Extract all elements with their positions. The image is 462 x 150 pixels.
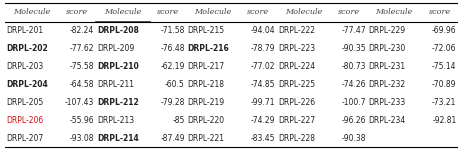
Text: -96.26: -96.26: [341, 116, 366, 125]
Text: score: score: [157, 8, 179, 16]
Text: DRPL-220: DRPL-220: [188, 116, 225, 125]
Text: -74.26: -74.26: [341, 80, 366, 89]
Text: DRPL-219: DRPL-219: [188, 98, 225, 107]
Text: -75.14: -75.14: [432, 62, 456, 71]
Text: Molecule: Molecule: [376, 8, 413, 16]
Text: -55.96: -55.96: [70, 116, 94, 125]
Text: -60.5: -60.5: [165, 80, 185, 89]
Text: DRPL-211: DRPL-211: [97, 80, 134, 89]
Text: DRPL-201: DRPL-201: [6, 26, 43, 35]
Text: score: score: [338, 8, 360, 16]
Text: DRPL-230: DRPL-230: [369, 44, 406, 53]
Text: -85: -85: [172, 116, 185, 125]
Text: DRPL-233: DRPL-233: [369, 98, 406, 107]
Text: Molecule: Molecule: [195, 8, 232, 16]
Text: DRPL-231: DRPL-231: [369, 62, 406, 71]
Text: score: score: [428, 8, 450, 16]
Text: -100.7: -100.7: [341, 98, 366, 107]
Text: Molecule: Molecule: [285, 8, 322, 16]
Text: DRPL-209: DRPL-209: [97, 44, 134, 53]
Text: DRPL-221: DRPL-221: [188, 134, 225, 142]
Text: DRPL-203: DRPL-203: [6, 62, 44, 71]
Text: DRPL-218: DRPL-218: [188, 80, 225, 89]
Text: -83.45: -83.45: [251, 134, 275, 142]
Text: -79.28: -79.28: [160, 98, 185, 107]
Text: -90.35: -90.35: [341, 44, 366, 53]
Text: -107.43: -107.43: [65, 98, 94, 107]
Text: DRPL-215: DRPL-215: [188, 26, 225, 35]
Text: -87.49: -87.49: [160, 134, 185, 142]
Text: -69.96: -69.96: [432, 26, 456, 35]
Text: DRPL-208: DRPL-208: [97, 26, 139, 35]
Text: DRPL-205: DRPL-205: [6, 98, 44, 107]
Text: DRPL-206: DRPL-206: [6, 116, 44, 125]
Text: DRPL-228: DRPL-228: [278, 134, 315, 142]
Text: Molecule: Molecule: [104, 8, 141, 16]
Text: DRPL-214: DRPL-214: [97, 134, 139, 142]
Text: DRPL-223: DRPL-223: [278, 44, 315, 53]
Text: DRPL-226: DRPL-226: [278, 98, 315, 107]
Text: DRPL-210: DRPL-210: [97, 62, 139, 71]
Text: DRPL-204: DRPL-204: [6, 80, 48, 89]
Text: -93.08: -93.08: [70, 134, 94, 142]
Text: -77.47: -77.47: [341, 26, 366, 35]
Text: -99.71: -99.71: [251, 98, 275, 107]
Text: DRPL-202: DRPL-202: [6, 44, 48, 53]
Text: DRPL-224: DRPL-224: [278, 62, 315, 71]
Text: -73.21: -73.21: [432, 98, 456, 107]
Text: DRPL-229: DRPL-229: [369, 26, 406, 35]
Text: score: score: [247, 8, 269, 16]
Text: DRPL-234: DRPL-234: [369, 116, 406, 125]
Text: -74.29: -74.29: [251, 116, 275, 125]
Text: DRPL-217: DRPL-217: [188, 62, 225, 71]
Text: DRPL-227: DRPL-227: [278, 116, 315, 125]
Text: -70.89: -70.89: [432, 80, 456, 89]
Text: DRPL-216: DRPL-216: [188, 44, 229, 53]
Text: DRPL-222: DRPL-222: [278, 26, 315, 35]
Text: DRPL-225: DRPL-225: [278, 80, 315, 89]
Text: -78.79: -78.79: [251, 44, 275, 53]
Text: DRPL-207: DRPL-207: [6, 134, 44, 142]
Text: -64.58: -64.58: [70, 80, 94, 89]
Text: DRPL-232: DRPL-232: [369, 80, 406, 89]
Text: score: score: [66, 8, 88, 16]
Text: DRPL-212: DRPL-212: [97, 98, 139, 107]
Text: -62.19: -62.19: [160, 62, 185, 71]
Text: -74.85: -74.85: [251, 80, 275, 89]
Text: -76.48: -76.48: [160, 44, 185, 53]
Text: -71.58: -71.58: [160, 26, 185, 35]
Text: Molecule: Molecule: [13, 8, 51, 16]
Text: -77.02: -77.02: [251, 62, 275, 71]
Text: -94.04: -94.04: [251, 26, 275, 35]
Text: -80.73: -80.73: [341, 62, 366, 71]
Text: -92.81: -92.81: [432, 116, 456, 125]
Text: -75.58: -75.58: [70, 62, 94, 71]
Text: -82.24: -82.24: [70, 26, 94, 35]
Text: -77.62: -77.62: [70, 44, 94, 53]
Text: -90.38: -90.38: [341, 134, 366, 142]
Text: -72.06: -72.06: [432, 44, 456, 53]
Text: DRPL-213: DRPL-213: [97, 116, 134, 125]
